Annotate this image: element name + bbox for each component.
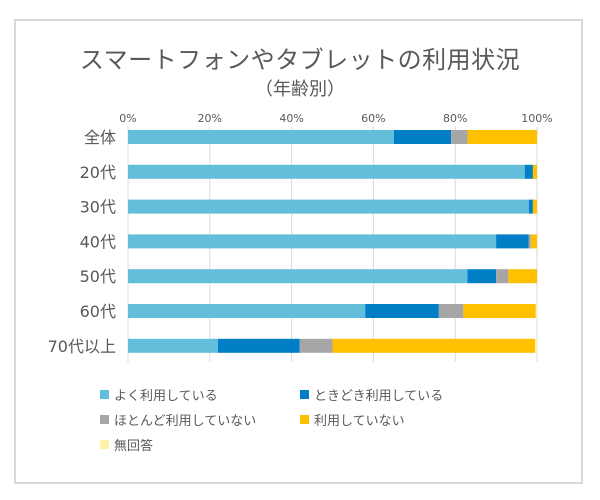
bar-segment [451,130,468,144]
bar-segment [528,234,531,249]
category-label: 60代 [80,302,116,321]
category-label: 20代 [80,163,116,182]
legend-swatch [100,440,109,449]
bar-segment [530,234,537,249]
bar-segment [128,130,394,144]
bar-segment [393,130,452,144]
bar-segment [508,269,537,284]
bar-segment [467,130,537,144]
bar-segment [299,338,333,353]
chart-title: スマートフォンやタブレットの利用状況 [79,46,521,74]
bar-segment [128,269,468,284]
chart-frame [14,19,583,484]
category-label: 70代以上 [48,337,116,356]
legend-item: よく利用している [100,385,218,404]
bar-segment [467,269,497,284]
chart-subtitle: （年齢別） [255,79,345,100]
bar-segment [496,234,529,249]
x-tick-label: 0% [119,112,136,125]
bar-segment [496,269,509,284]
legend-item: ときどき利用している [300,385,443,404]
x-tick-labels: 0% 20% 40% 60% 80% 100% [119,112,552,125]
x-tick-label: 20% [198,112,222,125]
legend-label: ときどき利用している [314,389,444,404]
legend-item: ほとんど利用していない [100,410,256,429]
bar-segment [365,304,439,318]
x-tick-label: 40% [279,112,303,125]
bar-segment [438,304,464,318]
legend-swatch [100,390,109,399]
bar-segment [128,304,366,318]
legend-swatch [100,415,109,424]
bar-segment [128,338,218,353]
bar-segment [524,164,533,179]
legend-swatch [300,415,309,424]
category-label: 全体 [84,128,116,147]
bar-segment [217,338,300,353]
x-tick-label: 80% [443,112,467,125]
category-label: 30代 [80,198,116,217]
category-labels: 全体 20代 30代 40代 50代 60代 70代以上 [48,128,116,356]
category-label: 50代 [80,267,116,286]
legend-label: よく利用している [114,389,218,404]
bar-segment [128,164,525,179]
x-tick-label: 100% [521,112,552,125]
legend-label: 無回答 [114,439,154,454]
category-label: 40代 [80,232,116,251]
legend-label: 利用していない [314,414,405,429]
bar-segment [532,199,537,214]
bar-segment [528,199,533,214]
bar-segment [532,164,537,179]
legend-item: 利用していない [300,410,405,429]
bar-segment [534,338,537,353]
legend-label: ほとんど利用していない [114,414,257,429]
bar-segment [128,199,529,214]
bar-segment [463,304,536,318]
legend-item: 無回答 [100,435,153,454]
bar-segment [332,338,535,353]
bar-segment [535,304,537,318]
bar-segment [128,234,497,249]
bars [128,130,537,353]
legend-swatch [300,390,309,399]
x-tick-label: 60% [361,112,385,125]
